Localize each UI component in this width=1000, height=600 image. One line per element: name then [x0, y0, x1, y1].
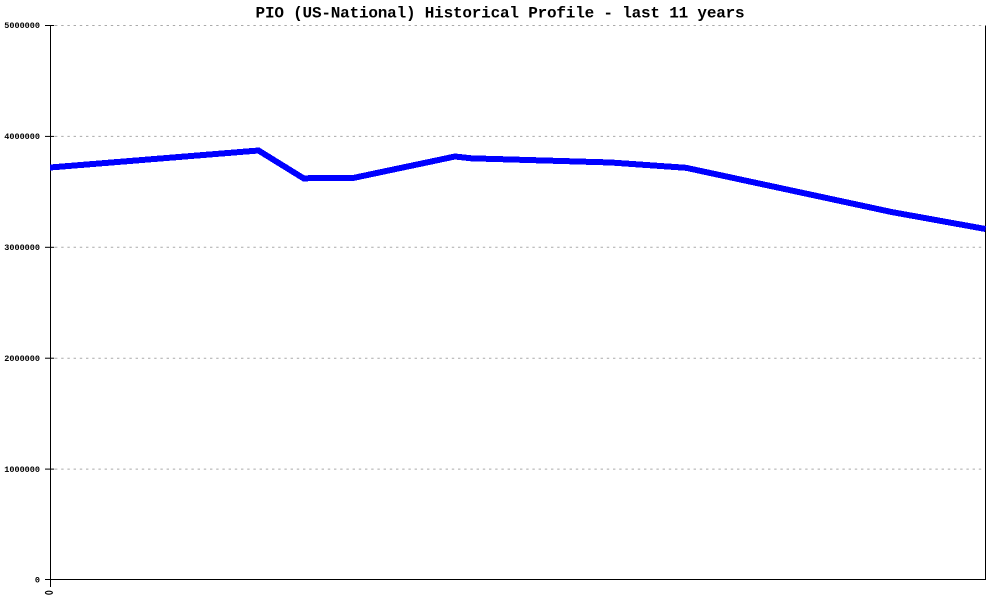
- svg-text:1000000: 1000000: [4, 465, 40, 475]
- svg-text:4000000: 4000000: [4, 132, 40, 142]
- svg-text:PIO (US-National) Historical P: PIO (US-National) Historical Profile - l…: [256, 5, 745, 23]
- svg-text:0: 0: [35, 576, 40, 586]
- svg-text:2000000: 2000000: [4, 354, 40, 364]
- svg-text:5000000: 5000000: [4, 21, 40, 31]
- svg-text:3000000: 3000000: [4, 243, 40, 253]
